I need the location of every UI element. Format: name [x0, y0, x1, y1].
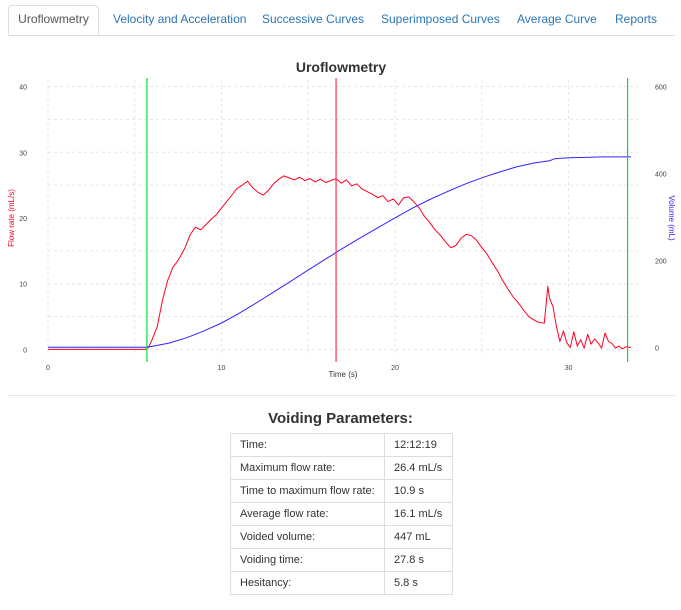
x-tick-label: 0 — [46, 365, 50, 372]
table-row: Hesitancy: 5.8 s — [230, 571, 453, 595]
tab-bar: Uroflowmetry Velocity and Acceleration S… — [0, 0, 681, 37]
y-tick-label: 10 — [19, 282, 27, 289]
y-tick-label: 0 — [23, 347, 27, 354]
table-row: Average flow rate: 16.1 mL/s — [230, 502, 453, 526]
param-label: Average flow rate: — [230, 502, 385, 526]
tab-successive-curves[interactable]: Successive Curves — [262, 12, 365, 26]
table-row: Voided volume: 447 mL — [230, 525, 453, 549]
tab-velocity-and-acceleration[interactable]: Velocity and Acceleration — [113, 12, 247, 26]
y2-tick-label: 200 — [655, 258, 667, 265]
flow-rate-series-line — [48, 175, 632, 350]
tab-uroflowmetry[interactable]: Uroflowmetry — [8, 5, 99, 35]
param-value: 16.1 mL/s — [384, 502, 453, 526]
param-label: Time: — [230, 433, 385, 457]
param-value: 10.9 s — [384, 479, 453, 503]
param-label: Voiding time: — [230, 548, 385, 572]
tab-superimposed-curves[interactable]: Superimposed Curves — [381, 12, 500, 26]
param-value: 26.4 mL/s — [384, 456, 453, 480]
volume-series-line — [48, 156, 632, 348]
param-label: Voided volume: — [230, 525, 385, 549]
x-tick-label: 30 — [565, 365, 573, 372]
table-row: Maximum flow rate: 26.4 mL/s — [230, 456, 453, 480]
tab-bar-border — [8, 35, 675, 36]
tab-average-curve[interactable]: Average Curve — [517, 12, 597, 26]
x-tick-label: 10 — [218, 365, 226, 372]
tab-reports[interactable]: Reports — [615, 12, 658, 26]
param-value: 12:12:19 — [384, 433, 453, 457]
voiding-parameters-table: Time: 12:12:19 Maximum flow rate: 26.4 mL/… — [230, 433, 453, 595]
y-tick-label: 30 — [19, 150, 27, 157]
y2-axis-label: Volume (mL) — [667, 195, 676, 241]
y-tick-label: 40 — [19, 85, 27, 92]
section-divider — [8, 395, 675, 396]
table-row: Time to maximum flow rate: 10.9 s — [230, 479, 453, 503]
voiding-parameters-title: Voiding Parameters: — [268, 410, 413, 427]
table-row: Voiding time: 27.8 s — [230, 548, 453, 572]
param-label: Hesitancy: — [230, 571, 385, 595]
y-axis-label: Flow rate (mL/s) — [7, 189, 16, 247]
y2-tick-label: 400 — [655, 171, 667, 178]
param-value: 27.8 s — [384, 548, 453, 572]
param-label: Maximum flow rate: — [230, 456, 385, 480]
param-value: 5.8 s — [384, 571, 453, 595]
table-row: Time: 12:12:19 — [230, 433, 453, 457]
y2-tick-label: 0 — [655, 345, 659, 352]
x-tick-label: 20 — [391, 365, 399, 372]
x-axis-label: Time (s) — [328, 370, 357, 379]
y2-tick-label: 600 — [655, 85, 667, 92]
param-value: 447 mL — [384, 525, 453, 549]
y-tick-label: 20 — [19, 216, 27, 223]
param-label: Time to maximum flow rate: — [230, 479, 385, 503]
chart-title: Uroflowmetry — [296, 59, 386, 75]
